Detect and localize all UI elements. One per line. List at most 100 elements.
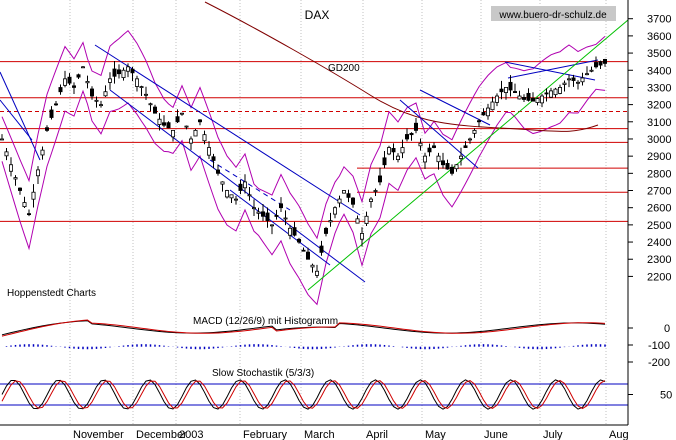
y-tick-label: 3400 [647,65,671,77]
candle-body [449,166,454,174]
candle-body [54,103,59,106]
macd-signal-line [1,319,606,337]
candle-body [463,145,468,148]
trend-channel-dashed [209,159,291,211]
candle-body [377,175,382,183]
candle-body [305,251,310,260]
macd-panel: 0 -100 -200 [1,319,670,369]
candle-body [274,215,279,217]
macd-line [1,320,606,336]
candle-body [472,129,477,134]
candle-body [310,264,315,268]
candle-body [265,212,270,221]
y-tick-label: 2500 [647,220,671,232]
candle-body [292,227,297,236]
candle-body [99,104,104,107]
candle-body [211,156,216,161]
candle-body [513,91,518,93]
candle-body [440,160,445,166]
candle-body [346,193,351,198]
candle-body [481,112,486,116]
candle-body [337,198,342,204]
trend-channel-line [0,99,33,141]
candle-body [580,77,585,83]
candle-body [391,147,396,153]
trend-channel-line [419,89,491,126]
candle-body [598,61,603,66]
y-tick-label: 3500 [647,48,671,60]
candle-body [549,90,554,98]
candle-body [296,238,301,243]
candle-body [161,122,166,126]
candle-body [58,87,63,93]
candle-body [148,103,153,106]
candle-body [332,207,337,215]
trend-channels [0,19,629,291]
candle-body [112,68,117,77]
candle-body [157,118,162,125]
candle-body [499,88,504,93]
candle-body [126,66,131,72]
candle-body [540,95,545,104]
y-tick-label: 2300 [647,254,671,266]
candle-body [355,218,360,224]
y-tick-label: 3600 [647,31,671,43]
candle-body [404,134,409,140]
candle-body [242,181,247,189]
candle-body [215,169,220,174]
candle-body [368,198,373,202]
y-tick-label: 3300 [647,82,671,94]
candle-body [508,81,513,91]
candle-body [220,181,225,185]
candle-body [4,151,9,157]
candle-body [8,164,13,172]
candle-body [40,149,45,156]
trend-channel-line [0,71,41,161]
candle-body [576,81,581,84]
candle-body [143,93,148,96]
watermark: www.buero-dr-schulz.de [498,10,607,21]
candle-body [45,127,50,131]
candle-body [36,169,41,177]
candle-body [184,125,189,128]
candle-body [238,183,243,191]
candle-body [130,68,135,74]
y-tick-label: 2900 [647,151,671,163]
candle-body [134,78,139,87]
candle-body [585,73,590,76]
y-tick-label: 2200 [647,271,671,283]
candle-body [436,155,441,163]
candle-body [63,78,68,86]
month-label: 2003 [179,429,203,440]
stochastic-d-line [1,379,606,410]
candle-body [431,145,436,148]
month-gridlines [69,0,607,425]
candle-body [197,119,202,123]
chart-title: DAX [305,8,330,22]
main-plot-area [0,0,628,425]
y-tick-label: 3000 [647,134,671,146]
candle-body [567,78,572,81]
price-candles [0,56,608,279]
candle-body [175,116,180,123]
watermark-box [491,6,616,21]
candle-body [418,142,423,147]
candle-body [544,92,549,95]
candle-body [314,270,319,276]
candle-body [467,138,472,141]
candle-body [283,217,288,220]
candle-body [202,134,207,142]
candle-body [535,98,540,103]
candle-body [553,88,558,96]
candle-body [531,97,536,102]
candle-body [323,227,328,234]
moving-average-200 [204,1,599,132]
stochastic-panel: 50 [0,379,672,410]
candle-body [526,92,531,101]
candle-body [17,187,22,191]
candle-body [400,147,405,154]
candle-body [0,138,4,141]
moving-average-label: GD200 [328,63,360,74]
